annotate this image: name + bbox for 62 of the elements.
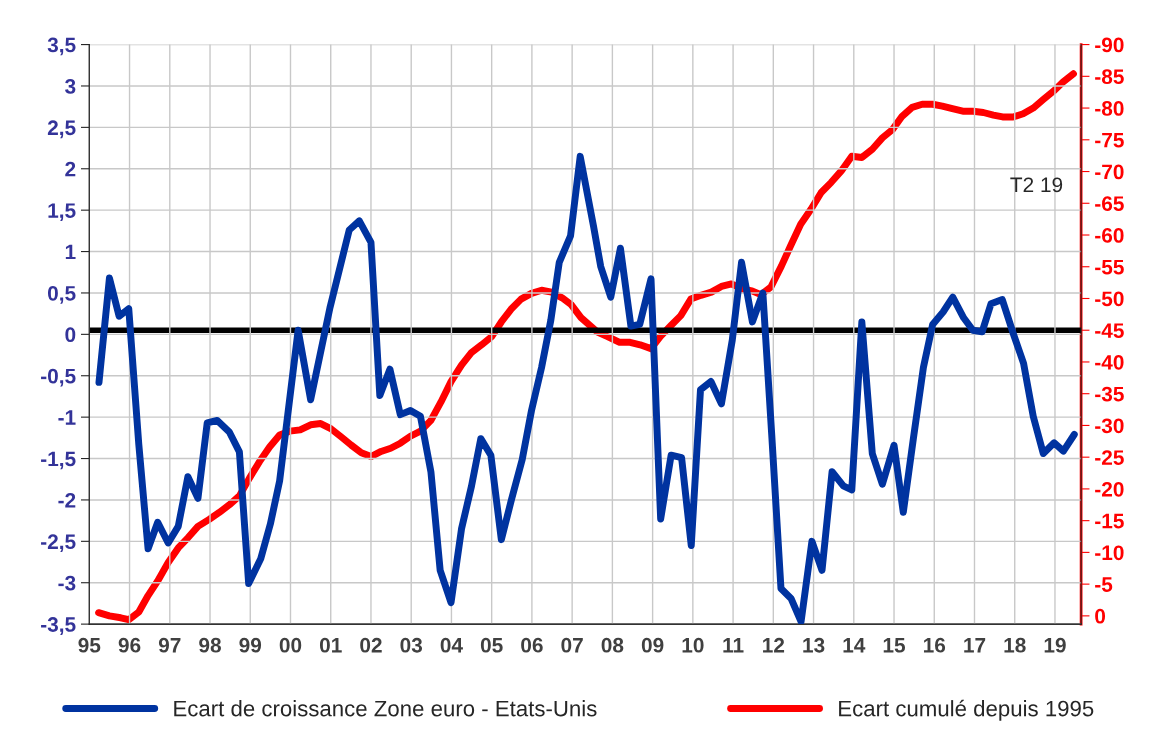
y2-tick-label: -75 xyxy=(1095,133,1124,148)
y-tick-label: 1,5 xyxy=(48,203,76,221)
x-tick-label: 06 xyxy=(521,637,543,653)
x-tick-label: 18 xyxy=(1004,637,1026,653)
x-tick-label: 14 xyxy=(843,638,866,653)
x-tick-label: 07 xyxy=(561,637,583,653)
y-tick-label: 3,5 xyxy=(47,37,76,56)
y2-tick-label: -90 xyxy=(1095,37,1124,53)
y-tick-label: 0,5 xyxy=(47,285,76,304)
x-tick-label: 01 xyxy=(319,637,342,653)
x-tick-label: 15 xyxy=(883,638,906,653)
y-tick-label: 3 xyxy=(65,78,76,94)
y-tick-label: -2 xyxy=(58,492,76,508)
y2-tick-label: -70 xyxy=(1095,164,1124,180)
y2-tick-label: -20 xyxy=(1095,481,1124,497)
x-tick-label: 19 xyxy=(1044,637,1066,653)
y2-tick-label: -85 xyxy=(1095,69,1124,85)
annotation: T2 19 xyxy=(1010,177,1063,193)
x-tick-label: 05 xyxy=(480,637,503,653)
y2-tick-label: -50 xyxy=(1095,291,1124,307)
y2-tick-label: -30 xyxy=(1095,418,1124,434)
x-tick-label: 97 xyxy=(158,637,181,653)
y2-tick-label: -40 xyxy=(1095,354,1124,370)
x-tick-label: 98 xyxy=(199,637,221,653)
y2-tick-label: -10 xyxy=(1095,545,1124,561)
x-tick-label: 08 xyxy=(601,637,624,653)
y2-tick-label: -5 xyxy=(1095,577,1113,592)
y2-tick-label: -60 xyxy=(1095,228,1124,243)
x-tick-label: 13 xyxy=(803,637,825,653)
legend-label: Ecart de croissance Zone euro - Etats-Unis xyxy=(174,700,597,717)
y-tick-label: 1 xyxy=(65,244,76,260)
y2-tick-label: -35 xyxy=(1095,386,1124,402)
y2-tick-label: -80 xyxy=(1095,101,1124,116)
x-tick-label: 16 xyxy=(923,637,946,653)
x-tick-label: 04 xyxy=(440,637,463,653)
y-tick-label: -3 xyxy=(58,575,76,591)
y2-tick-label: -65 xyxy=(1095,196,1124,212)
x-tick-label: 17 xyxy=(964,638,986,653)
x-tick-label: 99 xyxy=(239,637,262,653)
y2-tick-label: -55 xyxy=(1095,259,1124,275)
x-tick-label: 11 xyxy=(723,638,744,653)
x-tick-label: 12 xyxy=(763,637,785,653)
x-tick-label: 02 xyxy=(360,637,382,653)
y-tick-label: -3,5 xyxy=(41,617,76,635)
y-tick-label: 0 xyxy=(65,327,76,343)
y-tick-label: 2 xyxy=(65,161,76,177)
y2-tick-label: -45 xyxy=(1095,323,1124,338)
x-tick-label: 09 xyxy=(641,637,664,653)
y-tick-label: -1 xyxy=(58,410,76,425)
x-tick-label: 03 xyxy=(400,637,423,653)
y2-tick-label: -15 xyxy=(1095,513,1124,529)
y2-tick-label: 0 xyxy=(1095,608,1106,624)
y-tick-label: -1,5 xyxy=(41,451,76,470)
legend-label: Ecart cumulé depuis 1995 xyxy=(839,699,1094,721)
x-tick-label: 00 xyxy=(279,637,302,653)
y2-tick-label: -25 xyxy=(1095,450,1124,465)
y-tick-label: 2,5 xyxy=(47,120,76,139)
x-tick-label: 96 xyxy=(118,637,141,653)
y-tick-label: -0,5 xyxy=(41,368,76,387)
x-tick-label: 95 xyxy=(78,637,101,653)
y-tick-label: -2,5 xyxy=(41,534,76,553)
x-tick-label: 10 xyxy=(682,637,704,653)
